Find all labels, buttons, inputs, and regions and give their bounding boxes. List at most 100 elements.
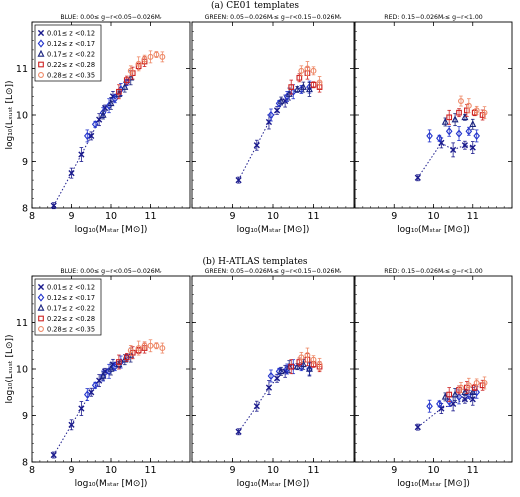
data-point: [465, 127, 473, 136]
x-tick-label: 11: [307, 465, 319, 476]
panel-title: RED: 0.15−0.026Mᵣ≤ g−r<1.00: [384, 14, 482, 21]
data-point: [305, 364, 313, 372]
panel-b-green: GREEN: 0.05−0.026Mᵣ≤ g−r<0.15−0.026Mᵣ 9 10…: [191, 268, 355, 489]
data-point: [445, 397, 453, 406]
data-point: [473, 107, 480, 114]
data-point: [135, 345, 142, 352]
legend-marker: [38, 61, 44, 68]
data-point: [451, 115, 459, 123]
plot-frame: [354, 21, 513, 209]
data-point: [107, 364, 115, 372]
data-point: [299, 82, 307, 90]
legend-marker: [38, 326, 44, 332]
panel-b-blue: BLUE: 0.00≤ g−r<0.05−0.026Mᵣ 8 9 10 11 8 9 10 11…: [5, 268, 191, 489]
data-point: [123, 78, 131, 87]
data-point: [99, 110, 107, 118]
series-2: [277, 81, 313, 106]
data-point: [83, 390, 91, 399]
data-point: [458, 98, 464, 105]
legend-marker: [37, 39, 45, 48]
series-1: [426, 125, 480, 143]
data-point: [465, 382, 472, 389]
legend-entry: 0.17≤ z <0.22: [47, 50, 95, 58]
data-point: [288, 84, 295, 90]
panels-group: BLUE: 0.00≤ g−r<0.05−0.026Mᵣ 8 9 10 11 8 9 10 11…: [5, 14, 513, 489]
data-point: [147, 342, 154, 349]
data-point: [426, 131, 433, 140]
data-point: [253, 403, 260, 410]
legend-marker: [37, 49, 45, 57]
data-point: [471, 384, 478, 391]
data-point: [446, 114, 453, 121]
data-point: [141, 342, 148, 349]
y-tick-label: 11: [16, 318, 28, 329]
data-point: [147, 53, 154, 60]
panel-b-red: RED: 0.15−0.026Mᵣ≤ g−r<1.00 9 10 11 log₁₀(Mₛ…: [354, 268, 513, 489]
legend-marker: [38, 315, 44, 322]
data-point: [298, 67, 305, 74]
panel-title: RED: 0.15−0.026Mᵣ≤ g−r<1.00: [384, 268, 482, 275]
data-point: [436, 134, 443, 143]
x-tick-label: 10: [105, 465, 117, 476]
data-point: [469, 120, 477, 128]
data-point: [273, 375, 281, 382]
data-point: [473, 380, 480, 386]
data-point: [235, 177, 242, 184]
data-point: [111, 94, 119, 103]
data-point: [461, 113, 469, 121]
x-tick-label: 9: [229, 211, 235, 222]
data-point: [455, 129, 463, 138]
data-point: [99, 371, 107, 379]
x-axis-label: log₁₀(Mₛₜₐᵣ [M⊙]): [397, 225, 470, 235]
legend-entry: 0.12≤ z <0.17: [47, 294, 95, 302]
data-point: [127, 67, 134, 74]
plot-frame: [191, 275, 355, 463]
series-4: [458, 95, 488, 120]
data-point: [456, 109, 462, 116]
data-point: [285, 89, 293, 97]
data-point: [267, 110, 275, 120]
data-point: [50, 451, 57, 459]
x-tick-label: 9: [391, 465, 397, 476]
data-point: [116, 359, 122, 365]
panel-a-blue: BLUE: 0.00≤ g−r<0.05−0.026Mᵣ 8 9 10 11 8 9 10 11…: [5, 14, 191, 235]
data-point: [141, 56, 148, 63]
data-point: [446, 391, 453, 398]
series-4: [298, 347, 323, 371]
plot-frame: [354, 275, 513, 463]
data-point: [445, 127, 453, 136]
legend-marker: [37, 293, 45, 302]
data-point: [153, 342, 160, 349]
data-point: [450, 146, 457, 153]
series-4: [127, 339, 166, 356]
x-tick-label: 10: [105, 211, 117, 222]
data-point: [473, 388, 480, 397]
data-point: [159, 53, 166, 60]
y-tick-label: 10: [16, 365, 28, 376]
series-2: [441, 113, 477, 130]
y-tick-label: 8: [22, 204, 28, 215]
y-tick-label: 10: [16, 111, 28, 122]
data-point: [235, 428, 242, 435]
data-point: [310, 356, 317, 363]
data-point: [414, 174, 421, 181]
series-4: [127, 50, 166, 77]
x-tick-label: 10: [427, 465, 439, 476]
data-point: [50, 202, 57, 209]
legend-marker: [37, 29, 45, 37]
legend-marker: [37, 283, 45, 291]
panel-title: GREEN: 0.05−0.026Mᵣ≤ g−r<0.15−0.026Mᵣ: [205, 14, 342, 21]
y-tick-label: 9: [22, 411, 28, 422]
y-axis-label: log₁₀(Lₓᵤₛₜ [L⊙]): [5, 80, 15, 149]
y-tick-label: 9: [22, 157, 28, 168]
panel-a-red: RED: 0.15−0.026Mᵣ≤ g−r<1.00 9 10 11 log₁₀(Mₛ…: [354, 14, 513, 235]
caption-b: (b) H-ATLAS templates: [202, 256, 307, 267]
legend-entry: 0.22≤ z <0.28: [47, 315, 95, 323]
data-point: [293, 85, 301, 93]
x-tick-label: 9: [68, 211, 74, 222]
legend-entry: 0.01≤ z <0.12: [47, 283, 95, 291]
panel-title: BLUE: 0.00≤ g−r<0.05−0.026Mᵣ: [60, 14, 162, 21]
data-point: [68, 170, 75, 177]
series-4: [458, 376, 488, 394]
